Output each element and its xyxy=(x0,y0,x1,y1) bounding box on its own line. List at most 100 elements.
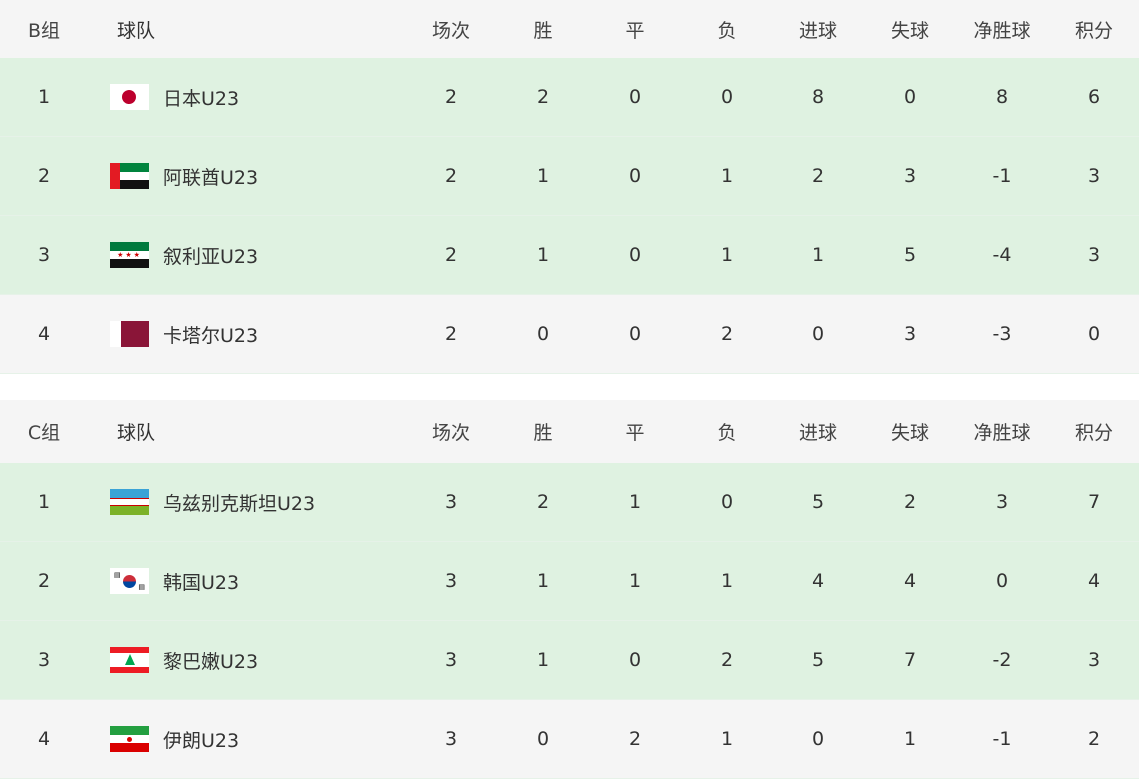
table-row[interactable]: 4 伊朗U23 3 0 2 1 0 1 -1 2 xyxy=(0,700,1139,779)
stat-1: 0 xyxy=(536,323,550,345)
stat-2: 0 xyxy=(628,86,642,108)
stat-4: 5 xyxy=(811,649,825,671)
team-cell[interactable]: 日本U23 xyxy=(110,58,239,136)
team-cell[interactable]: 卡塔尔U23 xyxy=(110,295,258,373)
stat-6: -3 xyxy=(992,323,1012,345)
stat-5: 3 xyxy=(903,323,917,345)
stat-4: 8 xyxy=(811,86,825,108)
rank: 3 xyxy=(37,649,51,671)
group-label: B组 xyxy=(27,19,61,42)
team-cell[interactable]: 阿联酋U23 xyxy=(110,137,258,215)
stat-5: 4 xyxy=(903,570,917,592)
team-cell[interactable]: ▤ ▤ 韩国U23 xyxy=(110,542,239,620)
table-row[interactable]: 2 阿联酋U23 2 1 0 1 2 3 -1 3 xyxy=(0,137,1139,216)
stat-1: 0 xyxy=(536,728,550,750)
team-cell[interactable]: 黎巴嫩U23 xyxy=(110,621,258,699)
stat-3: 0 xyxy=(720,491,734,513)
stat-2: 0 xyxy=(628,649,642,671)
table-row[interactable]: 3 黎巴嫩U23 3 1 0 2 5 7 -2 3 xyxy=(0,621,1139,700)
table-row[interactable]: 3 ★★★ 叙利亚U23 2 1 0 1 1 5 -4 3 xyxy=(0,216,1139,295)
column-header: 失球 xyxy=(890,19,929,42)
stat-1: 2 xyxy=(536,86,550,108)
stat-0: 2 xyxy=(444,244,458,266)
column-header: 净胜球 xyxy=(973,422,1031,444)
stat-0: 3 xyxy=(444,649,458,671)
stat-5: 0 xyxy=(903,86,917,108)
stat-3: 2 xyxy=(720,649,734,671)
syria-flag-icon: ★★★ xyxy=(110,242,149,268)
table-header: B组 球队 场次 胜 平 负 进球 失球 净胜球 积分 xyxy=(0,0,1139,58)
stat-7: 3 xyxy=(1087,165,1101,187)
rank: 3 xyxy=(37,244,51,266)
stat-4: 2 xyxy=(811,165,825,187)
stat-7: 3 xyxy=(1087,649,1101,671)
rank: 4 xyxy=(37,728,51,750)
korea-flag-icon: ▤ ▤ xyxy=(110,568,149,594)
stat-7: 4 xyxy=(1087,570,1101,592)
stat-0: 2 xyxy=(444,165,458,187)
uzbekistan-flag-icon xyxy=(110,489,149,515)
stat-3: 1 xyxy=(720,165,734,187)
team-name: 卡塔尔U23 xyxy=(163,324,259,347)
rank: 1 xyxy=(37,86,51,108)
team-name: 日本U23 xyxy=(163,87,240,110)
table-row[interactable]: 1 乌兹别克斯坦U23 3 2 1 0 5 2 3 7 xyxy=(0,463,1139,542)
stat-2: 0 xyxy=(628,244,642,266)
stat-3: 0 xyxy=(720,86,734,108)
table-row[interactable]: 4 卡塔尔U23 2 0 0 2 0 3 -3 0 xyxy=(0,295,1139,374)
rank: 4 xyxy=(37,323,51,345)
uae-flag-icon xyxy=(110,163,149,189)
column-header: 失球 xyxy=(890,422,929,444)
stat-5: 7 xyxy=(903,649,917,671)
group-label: C组 xyxy=(27,422,61,444)
stat-0: 3 xyxy=(444,491,458,513)
stat-6: -4 xyxy=(992,244,1012,266)
stat-2: 1 xyxy=(628,570,642,592)
rank: 1 xyxy=(37,491,51,513)
stat-4: 4 xyxy=(811,570,825,592)
group-table: C组 球队 场次 胜 平 负 进球 失球 净胜球 积分 1 乌兹别克斯坦U23 3 2 1 0 5 2 3 7… xyxy=(0,400,1139,779)
table-row[interactable]: 2 ▤ ▤ 韩国U23 3 1 1 1 4 4 0 4 xyxy=(0,542,1139,621)
column-header: 进球 xyxy=(798,422,837,444)
stat-6: 3 xyxy=(995,491,1009,513)
column-header: 积分 xyxy=(1074,19,1113,42)
stat-3: 1 xyxy=(720,728,734,750)
rank: 2 xyxy=(37,570,51,592)
stat-6: 8 xyxy=(995,86,1009,108)
team-name: 乌兹别克斯坦U23 xyxy=(163,492,316,515)
stat-6: -1 xyxy=(992,165,1012,187)
column-header: 场次 xyxy=(431,19,470,42)
stat-7: 7 xyxy=(1087,491,1101,513)
column-header: 胜 xyxy=(533,422,553,444)
stat-1: 1 xyxy=(536,244,550,266)
stat-4: 5 xyxy=(811,491,825,513)
stat-6: -2 xyxy=(992,649,1012,671)
group-table: B组 球队 场次 胜 平 负 进球 失球 净胜球 积分 1 日本U23 2 2 0 0 8 0 8 6 2 阿… xyxy=(0,0,1139,374)
team-cell[interactable]: 伊朗U23 xyxy=(110,700,239,778)
team-name: 伊朗U23 xyxy=(163,729,240,752)
stat-2: 2 xyxy=(628,728,642,750)
stat-2: 0 xyxy=(628,165,642,187)
column-header: 进球 xyxy=(798,19,837,42)
table-row[interactable]: 1 日本U23 2 2 0 0 8 0 8 6 xyxy=(0,58,1139,137)
team-cell[interactable]: ★★★ 叙利亚U23 xyxy=(110,216,258,294)
stat-0: 2 xyxy=(444,323,458,345)
stat-2: 0 xyxy=(628,323,642,345)
japan-flag-icon xyxy=(110,84,149,110)
stat-7: 3 xyxy=(1087,244,1101,266)
column-header: 净胜球 xyxy=(973,19,1031,42)
team-cell[interactable]: 乌兹别克斯坦U23 xyxy=(110,463,315,541)
stat-3: 1 xyxy=(720,244,734,266)
team-name: 阿联酋U23 xyxy=(163,166,259,189)
stat-1: 2 xyxy=(536,491,550,513)
stat-5: 2 xyxy=(903,491,917,513)
stat-6: 0 xyxy=(995,570,1009,592)
stat-5: 1 xyxy=(903,728,917,750)
stat-5: 5 xyxy=(903,244,917,266)
stat-7: 2 xyxy=(1087,728,1101,750)
stat-4: 1 xyxy=(811,244,825,266)
column-header: 胜 xyxy=(533,19,553,42)
column-header-team: 球队 xyxy=(117,19,156,42)
stat-3: 1 xyxy=(720,570,734,592)
stat-7: 0 xyxy=(1087,323,1101,345)
